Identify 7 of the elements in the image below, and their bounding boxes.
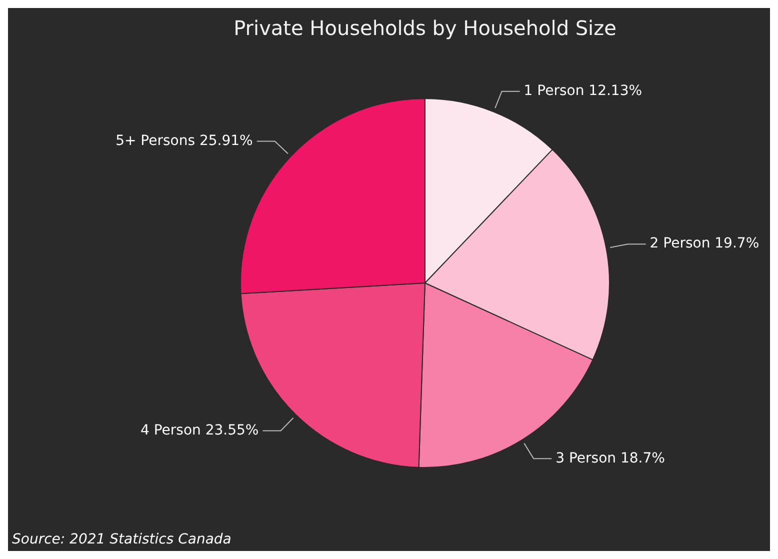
slice-label: 5+ Persons 25.91% [116,132,253,149]
slice-label: 2 Person 19.7% [650,236,760,252]
slice-label: 1 Person 12.13% [524,82,642,99]
chart-title: Private Households by Household Size [234,16,616,40]
source-note: Source: 2021 Statistics Canada [12,532,232,548]
slice-label: 4 Person 23.55% [140,422,259,438]
slice-label: 3 Person 18.7% [556,450,665,466]
